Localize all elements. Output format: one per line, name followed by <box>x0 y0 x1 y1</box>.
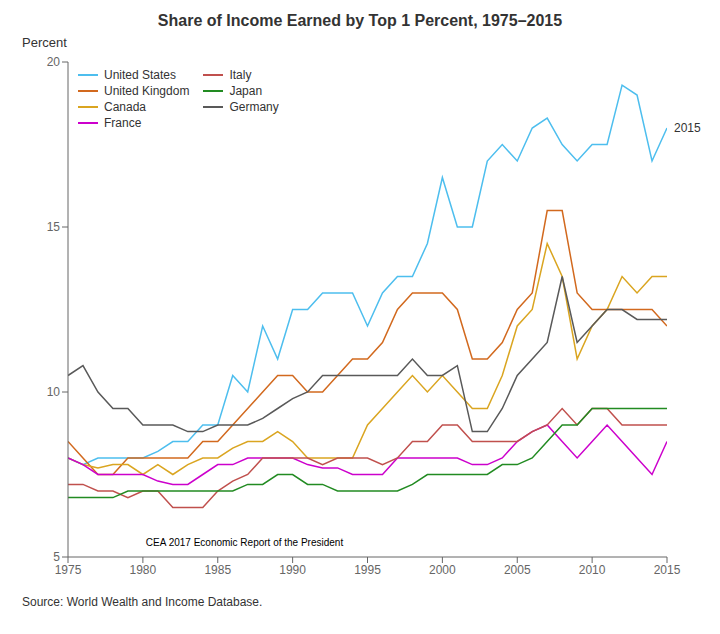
html-text:Percent: Percent <box>22 35 67 50</box>
svg-text:2000: 2000 <box>429 563 456 577</box>
svg-text:1995: 1995 <box>354 563 381 577</box>
svg-text:10: 10 <box>47 385 61 399</box>
svg-text:20: 20 <box>47 55 61 69</box>
svg-text:2010: 2010 <box>579 563 606 577</box>
svg-text:2015: 2015 <box>654 563 681 577</box>
html-text:Share of Income Earned by Top: Share of Income Earned by Top 1 Percent,… <box>157 12 563 29</box>
svg-text:2015: 2015 <box>674 121 701 135</box>
html-text:France: France <box>104 116 142 130</box>
html-text:Germany: Germany <box>229 100 279 114</box>
svg-text:1980: 1980 <box>130 563 157 577</box>
html-text:Japan: Japan <box>229 84 263 98</box>
svg-text:15: 15 <box>47 220 61 234</box>
svg-text:2005: 2005 <box>504 563 531 577</box>
svg-text:5: 5 <box>53 550 60 564</box>
html-text:CEA 2017 Economic Report of th: CEA 2017 Economic Report of the Presiden… <box>145 537 344 548</box>
svg-text:1975: 1975 <box>55 563 82 577</box>
html-text:Canada: Canada <box>104 100 146 114</box>
html-text:United Kingdom: United Kingdom <box>104 84 190 98</box>
svg-text:1990: 1990 <box>279 563 306 577</box>
html-text:United States: United States <box>104 68 176 82</box>
html-text:Italy: Italy <box>229 68 252 82</box>
html-text:Source: World Wealth and Incom: Source: World Wealth and Income Database… <box>22 595 263 609</box>
svg-text:1985: 1985 <box>204 563 231 577</box>
